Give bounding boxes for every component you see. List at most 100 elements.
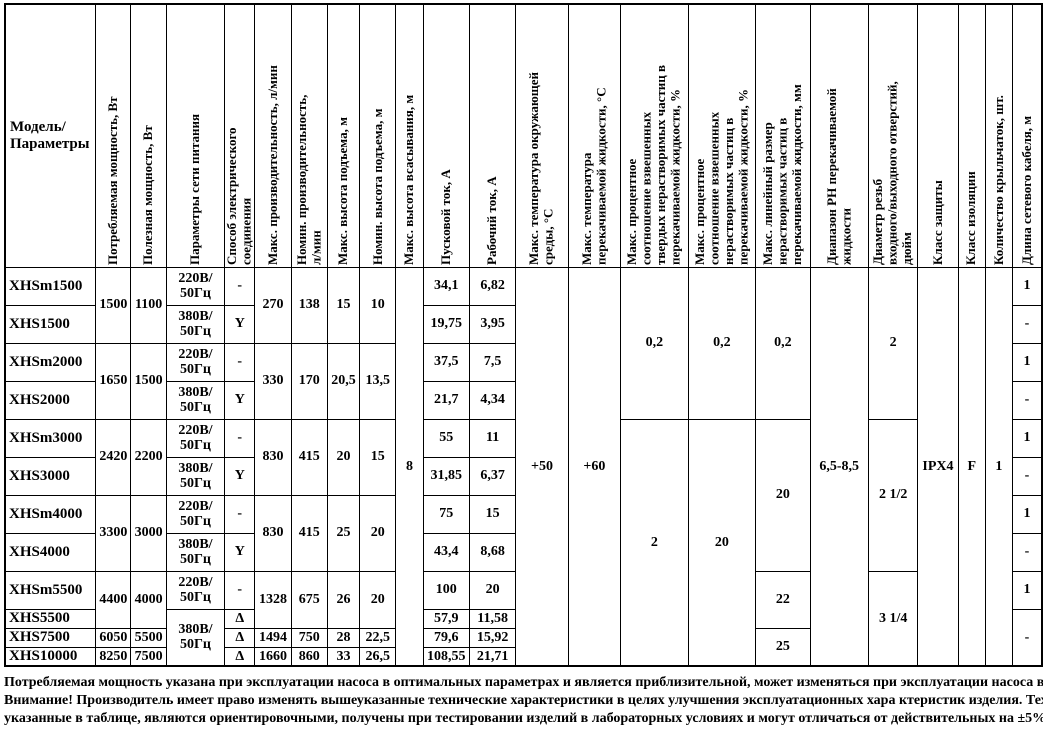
cell-nom-head: 20 bbox=[359, 570, 397, 629]
cell-start-current: 43,4 bbox=[422, 532, 470, 572]
col-insulation-class: Класс изоляции bbox=[957, 3, 986, 268]
cell-power-consumed: 1500 bbox=[95, 266, 132, 344]
col-max-head: Макс. высота подъема, м bbox=[326, 3, 361, 268]
cell-insulation-class: F bbox=[957, 266, 986, 667]
col-power-useful-label: Полезная мощность, Вт bbox=[140, 124, 156, 265]
col-insulation-class-label: Класс изоляции bbox=[963, 170, 979, 265]
cell-work-current: 11,58 bbox=[468, 608, 517, 629]
cell-nom-flow: 675 bbox=[290, 570, 328, 629]
cell-start-current: 55 bbox=[422, 418, 470, 458]
col-max-particle-size-label: Макс. линейный размер нерастворимых част… bbox=[759, 83, 805, 265]
cell-max-liquid-temp: +60 bbox=[567, 266, 622, 667]
cell-model: XHSm4000 bbox=[4, 494, 97, 534]
cell-cable-length: - bbox=[1012, 304, 1043, 344]
cell-model: XHS7500 bbox=[4, 627, 97, 648]
cell-power-consumed: 3300 bbox=[95, 494, 132, 572]
col-ph-range: Диапазон РН перекачиваемой жидкости bbox=[809, 3, 869, 268]
cell-power-useful: 3000 bbox=[130, 494, 167, 572]
cell-max-flow: 330 bbox=[254, 342, 292, 420]
cell-start-current: 37,5 bbox=[422, 342, 470, 382]
cell-power-consumed: 8250 bbox=[95, 646, 132, 667]
cell-max-head: 20,5 bbox=[326, 342, 361, 420]
cell-connection: Δ bbox=[224, 627, 256, 648]
cell-start-current: 31,85 bbox=[422, 456, 470, 496]
cell-work-current: 6,82 bbox=[468, 266, 517, 306]
cell-model: XHSm2000 bbox=[4, 342, 97, 382]
cell-max-flow: 1660 bbox=[254, 646, 292, 667]
cell-nom-head: 22,5 bbox=[359, 627, 397, 648]
cell-cable-length: 1 bbox=[1012, 570, 1043, 610]
cell-nom-flow: 138 bbox=[290, 266, 328, 344]
cell-mains: 380В/ 50Гц bbox=[165, 532, 226, 572]
cell-power-useful: 1500 bbox=[130, 342, 167, 420]
cell-max-solid-particles: 2 bbox=[620, 418, 689, 667]
cell-max-insoluble-particles: 0,2 bbox=[687, 266, 757, 420]
cell-start-current: 57,9 bbox=[422, 608, 470, 629]
cell-max-flow: 1494 bbox=[254, 627, 292, 648]
col-protection-class: Класс защиты bbox=[917, 3, 959, 268]
cell-max-particle-size: 20 bbox=[755, 418, 811, 572]
cell-work-current: 8,68 bbox=[468, 532, 517, 572]
cell-thread-diameter: 3 1/4 bbox=[867, 570, 919, 667]
cell-nom-flow: 415 bbox=[290, 494, 328, 572]
table-row: XHS5500 380В/ 50Гц Δ 57,9 11,58 - bbox=[4, 608, 1043, 667]
pump-spec-table: Модель/ Параметры Потребляемая мощность,… bbox=[4, 3, 1043, 667]
cell-cable-length: - bbox=[1012, 532, 1043, 572]
table-row: XHS2000 380В/ 50Гц Y 21,7 4,34 - bbox=[4, 380, 1043, 420]
col-impeller-count: Количество крыльчаток, шт. bbox=[984, 3, 1014, 268]
col-max-flow: Макс. производительность, л/мин bbox=[254, 3, 292, 268]
cell-start-current: 19,75 bbox=[422, 304, 470, 344]
col-power-consumed-label: Потребляемая мощность, Вт bbox=[105, 95, 121, 265]
cell-work-current: 4,34 bbox=[468, 380, 517, 420]
cell-model: XHSm5500 bbox=[4, 570, 97, 610]
table-row: XHS7500 6050 5500 Δ 1494 750 28 22,5 79,… bbox=[4, 627, 1042, 667]
cell-mains: 380В/ 50Гц bbox=[165, 608, 226, 667]
cell-connection: Y bbox=[224, 380, 256, 420]
cell-connection: - bbox=[224, 342, 256, 382]
cell-model: XHS2000 bbox=[4, 380, 97, 420]
cell-connection: Δ bbox=[224, 608, 256, 629]
cell-power-useful: 1100 bbox=[130, 266, 167, 344]
cell-ph-range: 6,5-8,5 bbox=[809, 266, 869, 667]
cell-nom-head: 20 bbox=[359, 494, 397, 572]
footnote-line: указанные в таблице, являются ориентиров… bbox=[4, 710, 1043, 726]
cell-cable-length: - bbox=[1012, 608, 1043, 667]
cell-power-useful: 2200 bbox=[130, 418, 167, 496]
cell-max-particle-size: 22 bbox=[755, 570, 811, 629]
cell-connection: Δ bbox=[224, 646, 256, 667]
cell-cable-length: 1 bbox=[1012, 266, 1043, 306]
col-power-useful: Полезная мощность, Вт bbox=[130, 3, 167, 268]
cell-max-head: 33 bbox=[326, 646, 361, 667]
cell-cable-length: 1 bbox=[1012, 418, 1043, 458]
cell-max-head: 20 bbox=[326, 418, 361, 496]
cell-mains: 220В/ 50Гц bbox=[165, 266, 226, 306]
cell-max-solid-particles: 0,2 bbox=[620, 266, 689, 420]
cell-power-useful: 5500 bbox=[130, 627, 167, 648]
cell-max-flow: 270 bbox=[254, 266, 292, 344]
cell-nom-head: 26,5 bbox=[359, 646, 397, 667]
table-row: XHSm5500 4400 4000 220В/ 50Гц - 1328 675… bbox=[4, 570, 1043, 667]
cell-connection: Y bbox=[224, 304, 256, 344]
cell-cable-length: - bbox=[1012, 456, 1043, 496]
cell-mains: 220В/ 50Гц bbox=[165, 494, 226, 534]
cell-work-current: 15,92 bbox=[468, 627, 517, 648]
table-row: XHS3000 380В/ 50Гц Y 31,85 6,37 - bbox=[4, 456, 1043, 496]
cell-max-flow: 830 bbox=[254, 494, 292, 572]
cell-max-flow: 830 bbox=[254, 418, 292, 496]
cell-model: XHS5500 bbox=[4, 608, 97, 629]
col-thread-diameter: Диаметр резьб входного/выходного отверст… bbox=[867, 3, 919, 268]
footnote-line: Потребляемая мощность указана при эксплу… bbox=[4, 675, 1043, 690]
cell-mains: 380В/ 50Гц bbox=[165, 304, 226, 344]
cell-mains: 220В/ 50Гц bbox=[165, 418, 226, 458]
col-connection: Способ электрического соединения bbox=[224, 3, 256, 268]
cell-connection: Y bbox=[224, 456, 256, 496]
cell-max-particle-size: 0,2 bbox=[755, 266, 811, 420]
cell-model: XHSm3000 bbox=[4, 418, 97, 458]
cell-thread-diameter: 2 1/2 bbox=[867, 418, 919, 572]
cell-connection: - bbox=[224, 418, 256, 458]
col-nom-head-label: Номин. высота подъема, м bbox=[369, 108, 385, 265]
cell-connection: - bbox=[224, 266, 256, 306]
cell-power-consumed: 6050 bbox=[95, 627, 132, 648]
cell-power-consumed: 4400 bbox=[95, 570, 132, 629]
cell-max-insoluble-particles: 20 bbox=[687, 418, 757, 667]
